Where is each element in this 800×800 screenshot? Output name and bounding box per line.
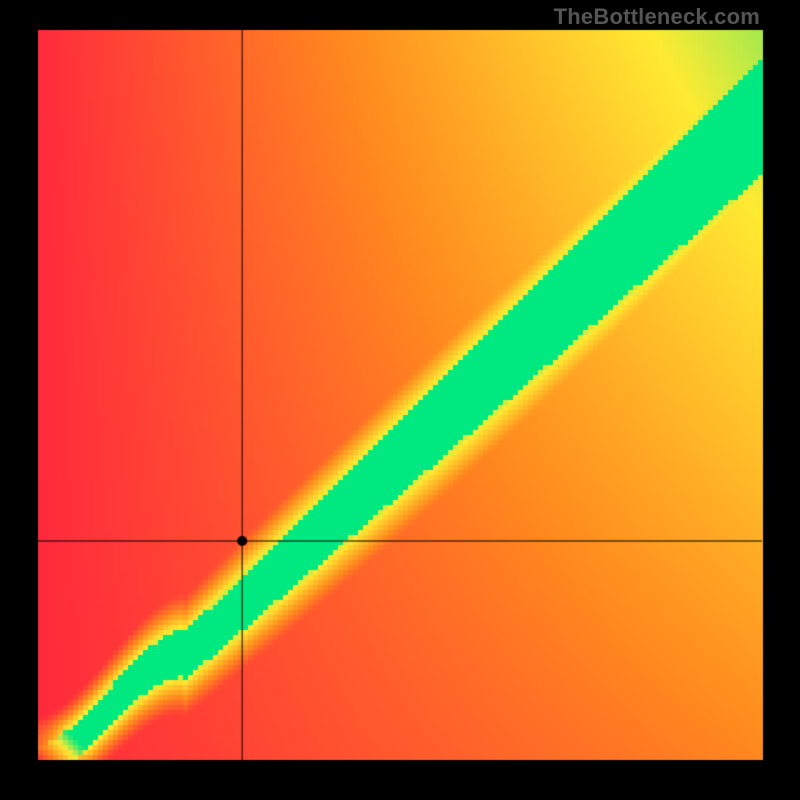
bottleneck-heatmap: [0, 0, 800, 800]
watermark-text: TheBottleneck.com: [554, 4, 760, 30]
